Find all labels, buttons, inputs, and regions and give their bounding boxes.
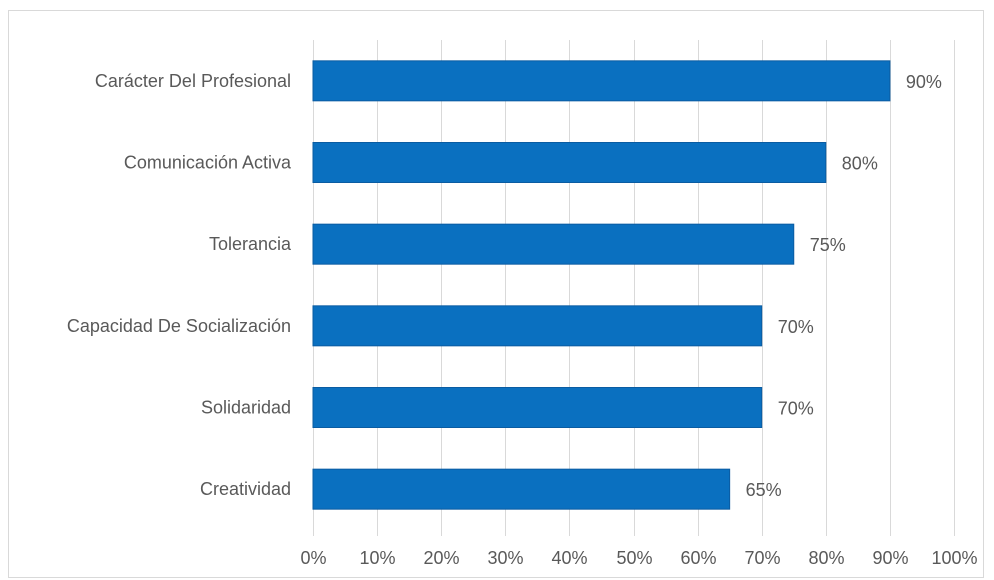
bar xyxy=(313,388,762,428)
x-tick-label: 90% xyxy=(872,548,908,568)
x-tick-label: 20% xyxy=(423,548,459,568)
x-tick-label: 100% xyxy=(931,548,977,568)
data-label: 75% xyxy=(810,235,846,255)
category-label: Comunicación Activa xyxy=(124,153,292,173)
category-label: Creatividad xyxy=(200,479,291,499)
category-label: Solidaridad xyxy=(201,398,291,418)
bar xyxy=(313,61,890,101)
x-tick-label: 10% xyxy=(359,548,395,568)
category-label: Capacidad De Socialización xyxy=(67,316,291,336)
data-label: 70% xyxy=(778,317,814,337)
bar xyxy=(313,469,730,509)
x-tick-label: 80% xyxy=(808,548,844,568)
x-tick-label: 60% xyxy=(680,548,716,568)
category-label: Tolerancia xyxy=(209,234,292,254)
x-tick-label: 30% xyxy=(487,548,523,568)
data-label: 80% xyxy=(842,154,878,174)
category-label: Carácter Del Profesional xyxy=(95,71,291,91)
data-label: 90% xyxy=(906,72,942,92)
x-tick-label: 50% xyxy=(616,548,652,568)
x-tick-label: 0% xyxy=(300,548,326,568)
bar xyxy=(313,224,794,264)
data-label: 70% xyxy=(778,399,814,419)
bar xyxy=(313,143,826,183)
x-tick-label: 40% xyxy=(551,548,587,568)
bar xyxy=(313,306,762,346)
x-tick-label: 70% xyxy=(744,548,780,568)
data-label: 65% xyxy=(746,480,782,500)
